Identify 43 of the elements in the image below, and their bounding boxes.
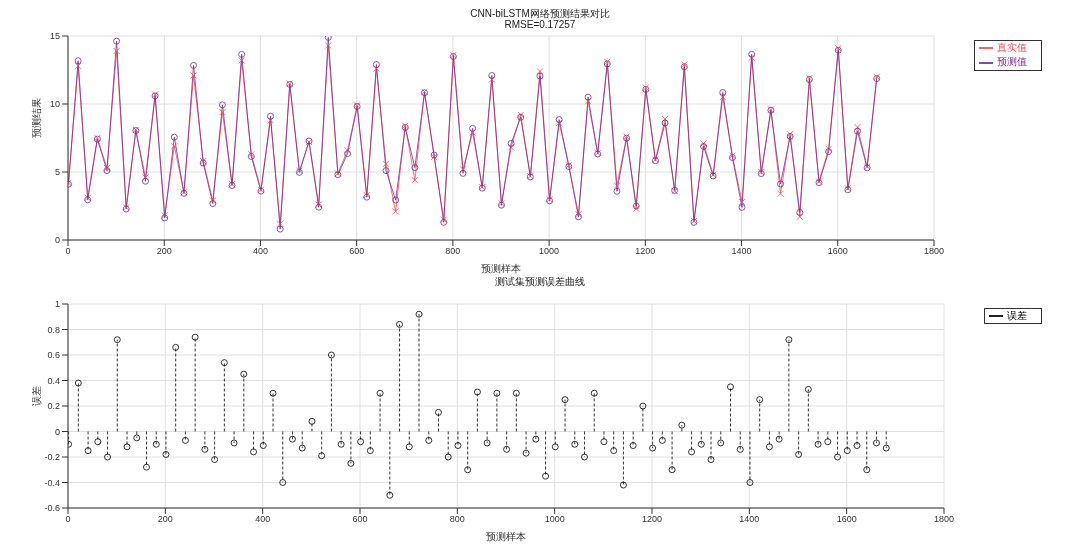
y-tick-label: 0.6 (47, 350, 60, 361)
y-tick-label: 15 (49, 31, 60, 42)
legend-label: 真实值 (997, 42, 1027, 53)
x-tick-label: 1800 (923, 246, 945, 257)
chart-subtitle: RMSE=0.17257 (503, 19, 577, 30)
x-tick-label: 1400 (731, 246, 752, 257)
x-tick-label: 1200 (641, 514, 663, 525)
x-tick-label: 1800 (933, 514, 955, 525)
x-tick-label: 1600 (827, 246, 848, 257)
y-tick-label: 5 (54, 167, 60, 178)
legend-label: 误差 (1007, 310, 1027, 321)
x-axis-title: 预测样本 (481, 263, 521, 274)
y-tick-label: 10 (49, 99, 60, 110)
y-tick-label: 0.8 (47, 324, 60, 335)
y-axis-title: 预测结果 (30, 98, 42, 138)
legend-label: 预测值 (997, 56, 1027, 68)
x-tick-label: 600 (349, 246, 365, 257)
chart-title: CNN-biLSTM网络预测结果对比 (469, 8, 611, 19)
x-tick-label: 600 (352, 514, 368, 525)
x-axis-title: 预测样本 (486, 531, 526, 542)
y-tick-label: 0.4 (47, 375, 60, 386)
x-tick-label: 1400 (739, 514, 760, 525)
y-tick-label: 0 (54, 426, 60, 437)
x-tick-label: 200 (156, 246, 172, 257)
x-tick-label: 1000 (544, 514, 565, 525)
y-tick-label: -0.6 (44, 503, 60, 514)
x-tick-label: 200 (157, 514, 173, 525)
chart-title: 测试集预测误差曲线 (494, 276, 586, 287)
x-tick-label: 1000 (539, 246, 560, 257)
x-tick-label: 800 (449, 514, 465, 525)
y-tick-label: -0.4 (44, 477, 60, 488)
x-tick-label: 0 (65, 514, 71, 525)
y-tick-label: -0.2 (44, 452, 60, 463)
y-tick-label: 0.2 (47, 401, 60, 412)
y-tick-label: 0 (54, 235, 60, 246)
x-tick-label: 400 (252, 246, 268, 257)
x-tick-label: 1200 (635, 246, 656, 257)
x-tick-label: 800 (445, 246, 461, 257)
y-axis-title: 误差 (30, 386, 42, 406)
x-tick-label: 400 (255, 514, 271, 525)
x-tick-label: 1600 (836, 514, 857, 525)
y-tick-label: 1 (54, 299, 60, 310)
x-tick-label: 0 (65, 246, 71, 257)
